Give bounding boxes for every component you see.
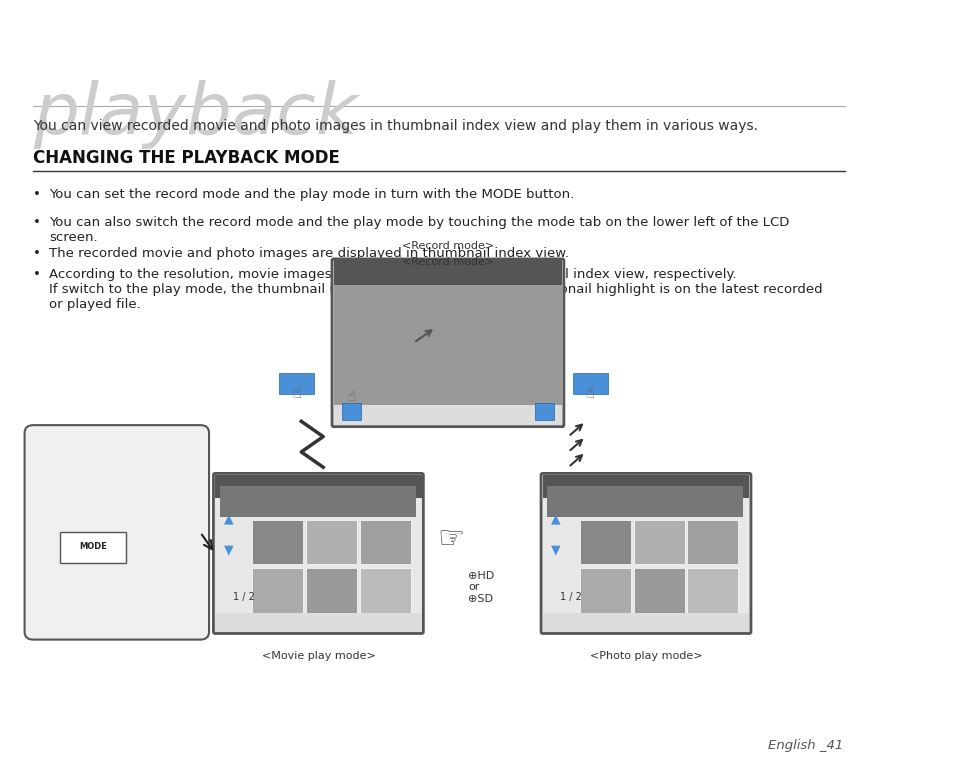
Bar	[334, 405, 561, 425]
Text: <Record mode>: <Record mode>	[401, 257, 494, 267]
Bar	[253, 519, 303, 565]
Text: You can also switch the record mode and the play mode by touching the mode tab o: You can also switch the record mode and …	[50, 216, 789, 244]
Text: You can set the record mode and the play mode in turn with the MODE button.: You can set the record mode and the play…	[50, 188, 574, 201]
Bar	[633, 568, 684, 613]
Text: <Photo play mode>: <Photo play mode>	[589, 651, 701, 661]
FancyBboxPatch shape	[213, 473, 423, 633]
Text: CHANGING THE PLAYBACK MODE: CHANGING THE PLAYBACK MODE	[33, 149, 340, 167]
Bar	[334, 285, 561, 405]
Text: <Movie play mode>: <Movie play mode>	[261, 651, 375, 661]
Text: ▼: ▼	[551, 544, 560, 557]
Bar	[60, 532, 126, 563]
Text: •: •	[33, 188, 41, 201]
Text: ▲: ▲	[223, 512, 233, 525]
Bar	[579, 568, 630, 613]
Bar	[535, 403, 554, 420]
FancyBboxPatch shape	[332, 259, 563, 427]
Text: You can set the record mode and the play mode in turn with the MODE button.: You can set the record mode and the play…	[50, 188, 574, 201]
Bar	[633, 519, 684, 565]
Text: According to the resolution, movie images are stored in HD and SD thumbnail inde: According to the resolution, movie image…	[50, 268, 821, 311]
Bar	[306, 519, 356, 565]
Text: ☝: ☝	[292, 385, 301, 402]
Bar	[253, 568, 303, 613]
Text: You can view recorded movie and photo images in thumbnail index view and play th: You can view recorded movie and photo im…	[33, 119, 758, 133]
Bar	[219, 486, 416, 517]
Bar	[542, 475, 748, 499]
Text: ⊕HD
or
⊕SD: ⊕HD or ⊕SD	[468, 571, 494, 604]
Bar	[572, 373, 607, 394]
Text: ☞: ☞	[436, 525, 464, 555]
FancyBboxPatch shape	[540, 473, 750, 633]
Bar	[359, 568, 410, 613]
Text: <Record mode>: <Record mode>	[401, 241, 494, 251]
Text: 1 / 2: 1 / 2	[559, 592, 581, 603]
Text: 1 / 2: 1 / 2	[233, 592, 254, 603]
Text: ▼: ▼	[223, 544, 233, 557]
Bar	[215, 613, 421, 632]
Text: ☝: ☝	[346, 388, 355, 404]
Bar	[547, 486, 742, 517]
FancyArrowPatch shape	[202, 535, 212, 549]
Text: •: •	[33, 268, 41, 281]
Bar	[686, 519, 738, 565]
FancyBboxPatch shape	[25, 425, 209, 640]
Text: ▲: ▲	[551, 512, 560, 525]
Text: The recorded movie and photo images are displayed in thumbnail index view.: The recorded movie and photo images are …	[50, 247, 569, 260]
Bar	[334, 260, 561, 285]
Text: playback: playback	[33, 80, 357, 149]
Text: MODE: MODE	[79, 542, 107, 551]
Bar	[215, 475, 421, 499]
Bar	[542, 613, 748, 632]
Text: •: •	[33, 247, 41, 260]
Bar	[279, 373, 314, 394]
Text: ☝: ☝	[584, 385, 595, 402]
Bar	[359, 519, 410, 565]
Text: •: •	[33, 216, 41, 229]
Bar	[341, 403, 360, 420]
Bar	[579, 519, 630, 565]
Text: English _41: English _41	[767, 739, 842, 752]
Bar	[306, 568, 356, 613]
Bar	[686, 568, 738, 613]
